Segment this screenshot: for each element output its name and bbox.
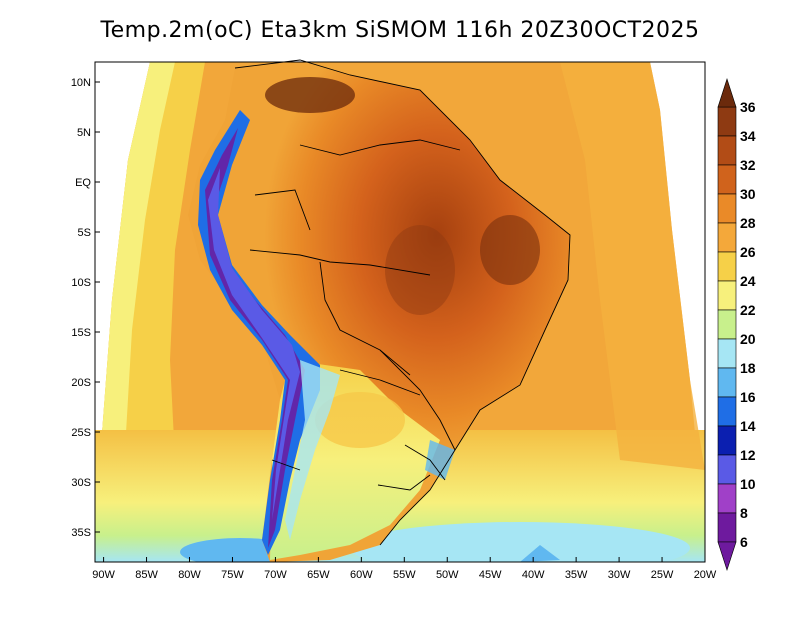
colorbar-label: 34 — [740, 128, 756, 144]
country-borders — [234, 59, 571, 546]
colorbar-segment — [717, 164, 737, 195]
lon-tick-label: 30W — [608, 569, 631, 581]
lon-tick-label: 55W — [393, 569, 416, 581]
lat-tick-label: 5N — [77, 127, 91, 139]
colorbar-label: 22 — [740, 302, 756, 318]
lon-tick-label: 35W — [565, 569, 588, 581]
colorbar-segment — [717, 222, 737, 253]
colorbar-segment — [717, 193, 737, 224]
lat-tick-label: 5S — [78, 227, 91, 239]
colorbar-label: 8 — [740, 505, 748, 521]
colorbar-label: 20 — [740, 331, 756, 347]
colorbar-label: 12 — [740, 447, 756, 463]
lat-tick-label: EQ — [75, 177, 91, 189]
lon-tick-label: 20W — [694, 569, 717, 581]
lon-tick-label: 50W — [436, 569, 459, 581]
map-field — [95, 62, 705, 562]
colorbar-segment — [717, 280, 737, 311]
lat-tick-label: 10S — [71, 277, 91, 289]
colorbar-label: 24 — [740, 273, 756, 289]
lat-tick-label: 35S — [71, 527, 91, 539]
latitude-axis: 10N 5N EQ 5S 10S 15S 20S 25S 30S 35S — [71, 77, 100, 539]
lon-tick-label: 40W — [522, 569, 545, 581]
colorbar-segment — [717, 367, 737, 398]
colorbar-segment — [717, 425, 737, 456]
colorbar-label: 6 — [740, 534, 748, 550]
colorbar-label: 30 — [740, 186, 756, 202]
lat-tick-label: 25S — [71, 427, 91, 439]
colorbar-label: 36 — [740, 99, 756, 115]
lon-tick-label: 85W — [135, 569, 158, 581]
colorbar-max-arrow — [717, 78, 737, 108]
lon-tick-label: 90W — [92, 569, 115, 581]
colorbar-label: 32 — [740, 157, 756, 173]
longitude-axis: 90W 85W 80W 75W 70W 65W 60W 55W 50W 45W 40W 35W 30W 2… — [92, 557, 717, 581]
map-frame — [94, 61, 706, 563]
colorbar-segment — [717, 512, 737, 543]
colorbar-min-arrow — [717, 541, 737, 571]
lon-tick-label: 25W — [651, 569, 674, 581]
colorbar-label: 16 — [740, 389, 756, 405]
map-title: Temp.2m(oC) Eta3km SiSMOM 116h 20Z30OCT2… — [100, 18, 700, 43]
lon-tick-label: 60W — [350, 569, 373, 581]
lon-tick-label: 45W — [479, 569, 502, 581]
colorbar-label: 18 — [740, 360, 756, 376]
colorbar: 36 34 32 30 28 26 24 22 20 18 16 14 12 10 8 6 — [717, 78, 756, 571]
colorbar-segment — [717, 309, 737, 340]
lat-tick-label: 10N — [71, 77, 91, 89]
colorbar-label: 10 — [740, 476, 756, 492]
lon-tick-label: 65W — [307, 569, 330, 581]
colorbar-segment — [717, 106, 737, 137]
lon-tick-label: 80W — [178, 569, 201, 581]
lat-tick-label: 30S — [71, 477, 91, 489]
lat-tick-label: 20S — [71, 377, 91, 389]
lon-tick-label: 75W — [221, 569, 244, 581]
colorbar-segment — [717, 251, 737, 282]
lon-tick-label: 70W — [264, 569, 287, 581]
colorbar-segment — [717, 338, 737, 369]
colorbar-label: 28 — [740, 215, 756, 231]
colorbar-label: 14 — [740, 418, 756, 434]
colorbar-segment — [717, 396, 737, 427]
colorbar-label: 26 — [740, 244, 756, 260]
lat-tick-label: 15S — [71, 327, 91, 339]
colorbar-segment — [717, 454, 737, 485]
colorbar-segment — [717, 483, 737, 514]
colorbar-segment — [717, 135, 737, 166]
